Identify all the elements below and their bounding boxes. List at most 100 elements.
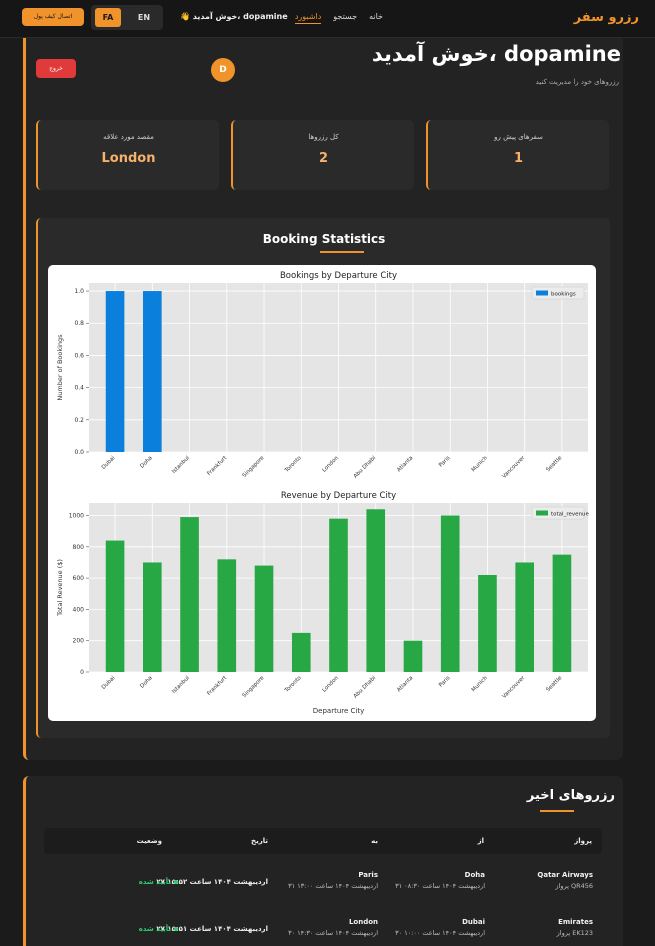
x-tick-label: Dubai <box>101 675 117 691</box>
brand-logo[interactable]: رزرو سفر <box>573 10 639 25</box>
nav-link-dashboard[interactable]: داشبورد <box>294 12 322 24</box>
nav-link-home[interactable]: خانه <box>369 12 383 21</box>
stat-total-bookings: کل رزروها 2 <box>231 120 414 190</box>
y-tick-label: 0.4 <box>74 385 84 392</box>
y-tick-label: 800 <box>73 544 85 551</box>
x-tick-label: London <box>321 675 340 694</box>
x-tick-label: Frankfurt <box>206 675 228 697</box>
header-status: وضعیت <box>136 837 162 845</box>
x-tick-label: Istanbul <box>171 675 191 695</box>
legend-swatch <box>536 510 548 516</box>
table-row[interactable]: Emirates پرواز EK123 Dubai ۳۰ اردیبهشت ۱… <box>44 915 602 946</box>
x-tick-label: Toronto <box>283 675 303 695</box>
y-tick-label: 600 <box>73 575 85 582</box>
x-tick-label: Dubai <box>101 455 117 471</box>
connect-wallet-button[interactable]: اتصال کیف پول <box>22 8 84 26</box>
lang-en-button[interactable]: EN <box>137 13 151 22</box>
chart-title: Revenue by Departure City <box>281 491 396 501</box>
legend-label: total_revenue <box>551 512 589 518</box>
bar <box>180 517 199 672</box>
legend-label: bookings <box>551 292 576 298</box>
y-axis-label: Number of Bookings <box>56 334 64 401</box>
nav-links: خانه جستجو داشبورد <box>294 12 383 24</box>
nav-link-search[interactable]: جستجو <box>333 12 358 21</box>
x-tick-label: Seattle <box>545 675 563 693</box>
stat-value: London <box>101 151 156 166</box>
header-to: به <box>371 837 378 845</box>
y-tick-label: 0 <box>80 669 84 676</box>
bar <box>105 540 125 672</box>
x-tick-label: Toronto <box>283 455 303 475</box>
y-tick-label: 200 <box>73 638 85 645</box>
status-dot-icon <box>174 927 178 931</box>
x-tick-label: Doha <box>139 675 153 689</box>
status-text: تأیید شده <box>138 925 171 933</box>
x-tick-label: Munich <box>471 675 490 694</box>
bar <box>291 632 311 672</box>
to-time: ۳۰ اردیبهشت ۱۴۰۴ ساعت ۱۴:۳۰ <box>288 929 378 937</box>
bar <box>403 640 423 672</box>
page-subtitle: رزروهای خود را مدیریت کنید <box>535 78 619 86</box>
statistics-charts-svg: 0.0 0.2 0.4 0.6 0.8 1.0 Dubai Doha Istanbul Frank… <box>56 271 589 715</box>
x-tick-label: Vancouver <box>501 455 526 480</box>
table-row[interactable]: Qatar Airways پرواز QR456 Doha ۳۱ اردیبه… <box>44 866 602 910</box>
status-badge: تأیید شده <box>139 878 178 886</box>
from-city: Dubai <box>462 918 485 926</box>
bar <box>142 562 162 672</box>
bar <box>217 559 237 672</box>
x-tick-label: Abu Dhabi <box>353 675 378 700</box>
stat-label: سفرهای پیش رو <box>494 133 543 141</box>
chart-title: Bookings by Departure City <box>280 271 397 281</box>
x-tick-label: Atlanta <box>396 675 414 693</box>
title-underline <box>540 810 574 812</box>
from-city: Doha <box>464 871 485 879</box>
to-city: Paris <box>358 871 378 879</box>
x-tick-label: Paris <box>438 455 452 469</box>
stat-favorite-destination: مقصد مورد علاقه London <box>36 120 219 190</box>
recent-bookings-card <box>23 776 623 946</box>
bar <box>478 574 497 672</box>
lang-fa-button[interactable]: FA <box>95 8 121 27</box>
bar <box>440 515 460 672</box>
statistics-chart-panel: 0.0 0.2 0.4 0.6 0.8 1.0 Dubai Doha Istanbul Frank… <box>48 265 596 721</box>
stat-value: 1 <box>513 151 524 166</box>
statistics-title: Booking Statistics <box>262 232 386 246</box>
y-tick-label: 400 <box>73 606 85 613</box>
bar <box>515 562 535 672</box>
x-tick-label: Istanbul <box>171 455 191 475</box>
legend-box <box>531 286 585 300</box>
status-text: تأیید شده <box>138 878 171 886</box>
x-tick-label: Paris <box>438 675 452 689</box>
x-tick-label: Abu Dhabi <box>353 455 378 480</box>
airline-name: Qatar Airways <box>537 871 593 879</box>
legend-swatch <box>536 290 548 296</box>
from-time: ۳۰ اردیبهشت ۱۴۰۴ ساعت ۱۰:۰۰ <box>395 929 485 937</box>
stat-label: مقصد مورد علاقه <box>103 133 154 141</box>
from-cell: Dubai ۳۰ اردیبهشت ۱۴۰۴ ساعت ۱۰:۰۰ <box>395 918 485 937</box>
x-tick-label: Singapore <box>242 675 266 699</box>
flight-number: پرواز QR456 <box>555 882 593 890</box>
y-axis-label: Total Revenue ($) <box>56 559 64 617</box>
to-cell: London ۳۰ اردیبهشت ۱۴۰۴ ساعت ۱۴:۳۰ <box>288 918 378 937</box>
x-tick-label: Doha <box>139 455 153 469</box>
x-tick-label: Vancouver <box>501 675 526 700</box>
logout-button[interactable]: خروج <box>36 59 76 78</box>
to-city: London <box>348 918 378 926</box>
avatar[interactable]: D <box>211 58 235 82</box>
x-tick-label: Singapore <box>242 455 266 479</box>
y-tick-label: 0.6 <box>74 352 84 359</box>
stat-value: 2 <box>318 151 329 166</box>
x-tick-label: Seattle <box>545 455 563 473</box>
bar <box>254 565 274 672</box>
stat-upcoming-trips: سفرهای پیش رو 1 <box>426 120 609 190</box>
x-axis-label: Departure City <box>313 707 364 715</box>
bar <box>366 509 386 672</box>
from-cell: Doha ۳۱ اردیبهشت ۱۴۰۴ ساعت ۰۸:۳۰ <box>395 871 485 890</box>
header-from: از <box>477 837 484 845</box>
title-underline <box>320 251 364 253</box>
top-navbar: رزرو سفر خانه جستجو داشبورد 👋 خوش آمدید،… <box>0 0 655 38</box>
bar <box>105 291 125 452</box>
y-tick-label: 0.8 <box>74 320 84 327</box>
flight-number: پرواز EK123 <box>556 929 593 937</box>
x-tick-label: London <box>321 455 340 474</box>
